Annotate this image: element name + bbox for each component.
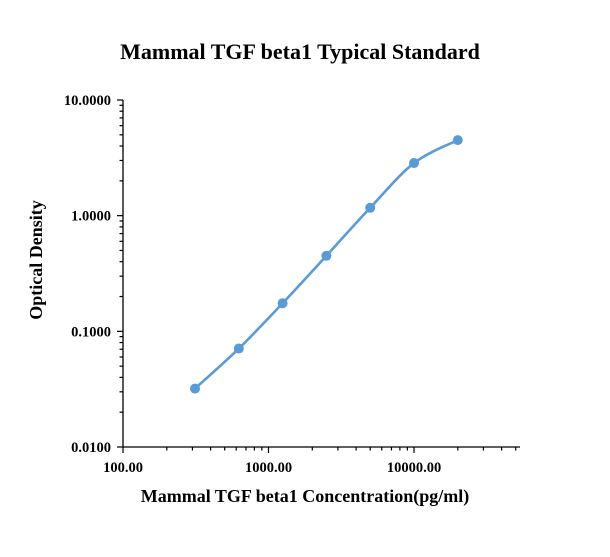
data-point	[233, 343, 244, 354]
data-series	[190, 135, 463, 394]
data-point	[321, 250, 332, 261]
axis-ticks: 0.0100 0.1000 1.0000 10.0000 100.00 1000.00 10…	[64, 93, 517, 476]
data-point	[190, 383, 201, 394]
data-point	[277, 298, 288, 309]
y-axis-label: Optical Density	[26, 200, 46, 320]
x-axis-label: Mammal TGF beta1 Concentration(pg/ml)	[141, 486, 469, 507]
y-tick-label: 10.0000	[64, 93, 111, 109]
y-tick-label: 1.0000	[71, 209, 111, 225]
x-tick-label: 100.00	[103, 460, 143, 476]
data-point	[452, 135, 463, 146]
y-tick-label: 0.0100	[71, 440, 111, 456]
y-tick-label: 0.1000	[71, 324, 111, 340]
x-tick-label: 1000.00	[245, 460, 292, 476]
series-line	[193, 138, 460, 390]
data-point	[409, 158, 419, 169]
chart-title: Mammal TGF beta1 Typical Standard	[120, 39, 480, 64]
data-point	[365, 202, 376, 213]
x-tick-label: 10000.00	[387, 460, 441, 476]
